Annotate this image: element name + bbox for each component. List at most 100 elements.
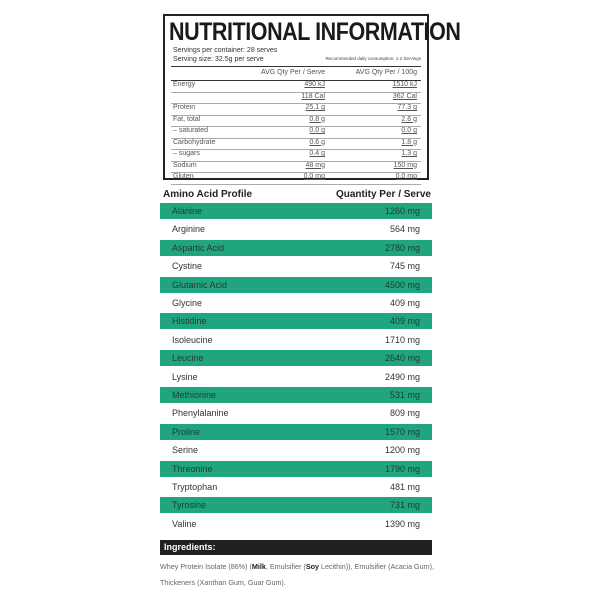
quantity-header: Quantity Per / Serve	[335, 189, 431, 200]
per-100g-value: 150 mg	[393, 161, 417, 169]
amino-value: 809 mg	[389, 408, 420, 419]
amino-value: 1790 mg	[384, 463, 420, 474]
nutrition-header-row: AVG Qty Per / Serve AVG Qty Per / 100g	[171, 68, 421, 81]
amino-row: Glutamic Acid 4500 mg	[160, 276, 432, 293]
amino-row: Tryptophan 481 mg	[160, 479, 432, 495]
amino-name: Threonine	[172, 463, 213, 474]
amino-row: Lysine 2490 mg	[160, 369, 432, 385]
amino-value: 2640 mg	[384, 353, 420, 364]
servings-per-container: Servings per container: 28 serves	[173, 47, 278, 54]
nutrient-label: Carbohydrate	[173, 138, 216, 146]
amino-value: 1200 mg	[384, 445, 420, 456]
amino-name: Phenylalanine	[172, 408, 229, 419]
amino-value: 1260 mg	[384, 206, 420, 216]
amino-row: Alanine 1260 mg	[160, 203, 432, 219]
per-100g-value: 0.0 mg	[395, 173, 417, 180]
per-serve-value: 0.6 g	[309, 138, 325, 146]
per-100g-value: 1.3 g	[401, 150, 417, 157]
nutrient-label: – sugars	[173, 150, 200, 157]
per-100g-value: 1510 kJ	[392, 81, 417, 88]
amino-value: 4500 mg	[384, 279, 420, 290]
nutrient-label: Fat, total	[173, 115, 201, 123]
amino-name: Tyrosine	[172, 500, 207, 511]
amino-row: Methionine 531 mg	[160, 387, 432, 403]
per-serve-value: 48 mg	[305, 161, 325, 169]
nutrient-label: Protein	[173, 104, 196, 111]
amino-row: Threonine 1790 mg	[160, 460, 432, 477]
nutrition-row: Sodium 48 mg 150 mg	[171, 161, 421, 174]
amino-name: Histidine	[172, 316, 207, 327]
amino-name: Cystine	[172, 261, 203, 272]
per-serve-value: 0.4 g	[309, 150, 325, 157]
nutrient-label: Sodium	[173, 161, 197, 169]
amino-row: Leucine 2640 mg	[160, 350, 432, 367]
nutrition-row: – saturated 0.0 g 0.0 g	[171, 126, 421, 139]
ingredients-header: Ingredients:	[160, 540, 432, 555]
amino-row: Aspartic Acid 2780 mg	[160, 239, 432, 256]
nutrition-row: Gluten 0.0 mg 0.0 mg	[171, 172, 421, 185]
amino-name: Leucine	[172, 353, 204, 364]
nutrition-title: NUTRITIONAL INFORMATION	[169, 18, 461, 46]
amino-value: 409 mg	[389, 298, 420, 308]
amino-name: Lysine	[172, 371, 198, 382]
col-serve: AVG Qty Per / Serve	[260, 69, 325, 76]
amino-title: Amino Acid Profile	[163, 189, 253, 200]
nutrient-label: – saturated	[173, 127, 209, 134]
nutrition-row: Protein 25.1 g 77.3 g	[171, 103, 421, 116]
amino-value: 2490 mg	[384, 371, 420, 382]
amino-name: Arginine	[172, 224, 206, 235]
per-serve-value: 25.1 g	[305, 104, 325, 111]
nutrient-label: Gluten	[173, 173, 194, 180]
amino-row: Tyrosine 731 mg	[160, 497, 432, 514]
divider	[171, 66, 421, 67]
amino-row: Valine 1390 mg	[160, 516, 432, 532]
amino-value: 745 mg	[389, 261, 420, 272]
amino-name: Valine	[172, 518, 197, 529]
amino-value: 1390 mg	[384, 518, 420, 529]
amino-name: Tryptophan	[172, 482, 218, 492]
amino-value: 731 mg	[389, 500, 420, 511]
per-100g-value: 0.0 g	[401, 127, 417, 134]
per-serve-value: 0.8 g	[309, 115, 325, 123]
amino-name: Glycine	[172, 298, 203, 308]
amino-header: Amino Acid Profile Quantity Per / Serve	[163, 189, 431, 200]
per-100g-value: 2.6 g	[401, 115, 417, 123]
amino-row: Glycine 409 mg	[160, 295, 432, 311]
amino-name: Isoleucine	[172, 334, 213, 345]
nutrition-panel: NUTRITIONAL INFORMATION Servings per con…	[163, 14, 461, 185]
amino-value: 564 mg	[389, 224, 420, 235]
amino-value: 1570 mg	[384, 426, 420, 437]
amino-value: 481 mg	[389, 482, 420, 492]
nutrition-row: – sugars 0.4 g 1.3 g	[171, 149, 421, 162]
serving-size: Serving size: 32.5g per serve	[173, 56, 264, 63]
amino-value: 531 mg	[389, 390, 420, 400]
nutrition-row: Carbohydrate 0.6 g 1.8 g	[171, 138, 421, 151]
per-serve-value: 0.0 g	[309, 127, 325, 134]
per-100g-value: 1.8 g	[401, 138, 417, 146]
amino-name: Alanine	[172, 206, 203, 216]
amino-value: 1710 mg	[384, 334, 420, 345]
amino-row: Proline 1570 mg	[160, 423, 432, 440]
amino-row: Phenylalanine 809 mg	[160, 405, 432, 421]
amino-value: 409 mg	[389, 316, 420, 327]
amino-row: Serine 1200 mg	[160, 442, 432, 458]
per-100g-value: 77.3 g	[397, 104, 417, 111]
amino-row: Arginine 564 mg	[160, 221, 432, 237]
per-serve-value: 490 kJ	[304, 81, 325, 88]
amino-row: Histidine 409 mg	[160, 313, 432, 330]
nutrition-row: Energy 490 kJ 1510 kJ	[171, 80, 421, 93]
amino-name: Proline	[172, 426, 201, 437]
recommended-consumption: Recommended daily consumption: 1-2 Servi…	[325, 56, 421, 61]
amino-name: Aspartic Acid	[172, 242, 225, 253]
amino-value: 2780 mg	[384, 242, 420, 253]
nutrition-row: Fat, total 0.8 g 2.6 g	[171, 115, 421, 128]
nutrition-row: 118 Cal 362 Cal	[171, 92, 421, 105]
per-serve-value: 0.0 mg	[303, 173, 325, 180]
amino-row: Cystine 745 mg	[160, 258, 432, 274]
amino-name: Serine	[172, 445, 199, 456]
amino-row: Isoleucine 1710 mg	[160, 332, 432, 348]
amino-name: Glutamic Acid	[172, 279, 228, 290]
per-100g-value: 362 Cal	[392, 92, 417, 100]
per-serve-value: 118 Cal	[301, 92, 325, 100]
ingredients-text: Whey Protein Isolate (86%) (Milk, Emulsi…	[160, 562, 435, 587]
